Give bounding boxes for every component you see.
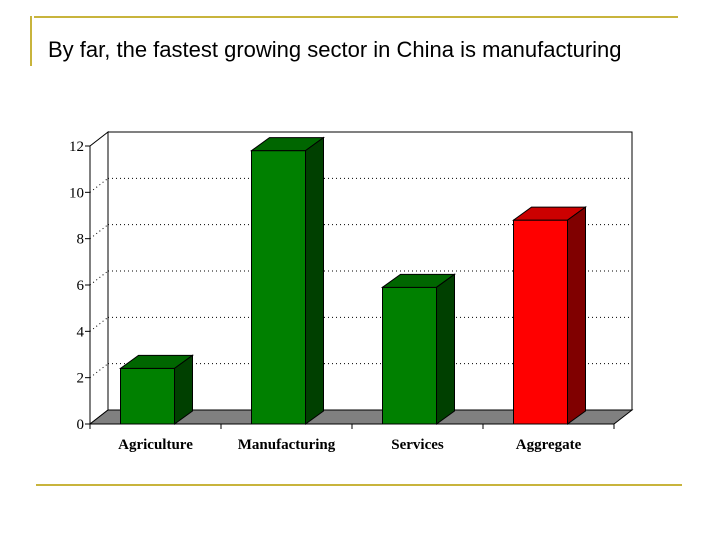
chart-bars xyxy=(118,136,588,425)
bottom-accent-rule xyxy=(36,484,682,486)
bar-front xyxy=(382,286,437,425)
bar-side xyxy=(174,354,193,425)
x-category-label: Services xyxy=(391,437,444,453)
slide-title: By far, the fastest growing sector in Ch… xyxy=(48,37,622,62)
bar-front xyxy=(120,367,175,425)
bar-front xyxy=(513,219,568,425)
x-category-label: Manufacturing xyxy=(238,437,336,453)
bar-side xyxy=(567,206,586,425)
y-tick-label: 4 xyxy=(77,324,85,340)
x-category-label: Agriculture xyxy=(118,437,193,453)
y-tick-label: 6 xyxy=(77,278,85,294)
y-tick-label: 0 xyxy=(77,417,85,433)
bar-side xyxy=(436,273,455,425)
bar-agriculture xyxy=(118,354,195,425)
y-tick-label: 2 xyxy=(77,371,85,387)
bar-side xyxy=(305,136,324,425)
y-tick-label: 8 xyxy=(77,232,85,248)
y-tick-label: 12 xyxy=(69,139,84,155)
bar-aggregate xyxy=(511,206,588,425)
chart-labels: 0 2 4 6 8 10 12 Agriculture Manufacturing Service… xyxy=(69,139,582,453)
bar-manufacturing xyxy=(249,136,326,425)
left-accent-rule xyxy=(30,16,32,66)
x-category-label: Aggregate xyxy=(516,437,582,453)
bar-front xyxy=(251,150,306,425)
y-tick-label: 10 xyxy=(69,185,84,201)
top-accent-rule xyxy=(34,16,678,18)
bar-services xyxy=(380,273,457,425)
side-wall xyxy=(89,130,109,426)
